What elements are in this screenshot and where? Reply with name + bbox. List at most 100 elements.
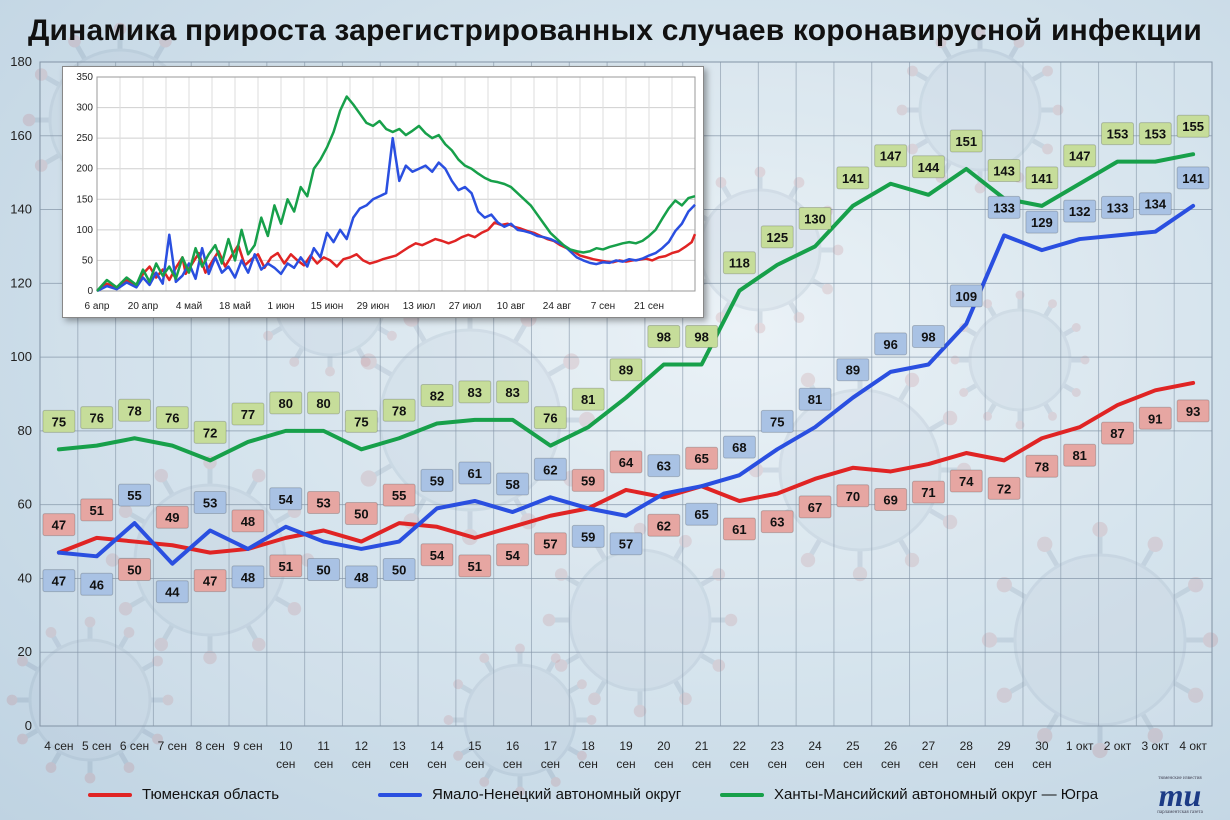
data-label-text: 51 [89, 503, 103, 518]
inset-series-line-hmao [96, 95, 696, 292]
x-tick-label: 4 сен [44, 739, 73, 753]
data-label-hmao: 83 [458, 380, 492, 404]
data-label-box [420, 384, 454, 408]
data-label-text: 47 [203, 574, 217, 589]
data-label-box [987, 195, 1021, 219]
data-label-tyumen: 64 [609, 450, 643, 474]
data-label-hmao: 72 [193, 420, 227, 444]
data-label-box [193, 490, 227, 514]
data-label-yanao: 65 [685, 502, 719, 526]
data-label-text: 65 [694, 507, 708, 522]
data-label-hmao: 151 [949, 129, 983, 153]
data-label-hmao: 75 [42, 409, 76, 433]
data-label-box [760, 409, 794, 433]
data-label-text: 50 [354, 507, 368, 522]
data-label-box [722, 435, 756, 459]
data-label-tyumen: 57 [533, 532, 567, 556]
data-label-yanao: 129 [1025, 210, 1059, 234]
data-label-hmao: 153 [1100, 122, 1134, 146]
data-label-box [798, 495, 832, 519]
data-label-text: 141 [1031, 171, 1053, 186]
data-label-text: 49 [165, 510, 179, 525]
data-label-tyumen: 63 [760, 510, 794, 534]
data-label-text: 81 [581, 392, 595, 407]
data-label-box [533, 457, 567, 481]
data-label-text: 153 [1144, 127, 1166, 142]
data-label-text: 153 [1107, 127, 1129, 142]
data-label-box [42, 409, 76, 433]
x-tick-label: 28 сен [957, 739, 976, 771]
x-tick-label: 27 сен [919, 739, 938, 771]
data-label-text: 50 [127, 563, 141, 578]
data-label-yanao: 75 [760, 409, 794, 433]
data-label-tyumen: 50 [344, 502, 378, 526]
data-label-text: 70 [846, 489, 860, 504]
y-tick-label: 0 [25, 718, 32, 733]
data-label-text: 51 [468, 559, 482, 574]
data-label-text: 61 [732, 522, 746, 537]
y-tick-label: 140 [10, 202, 32, 217]
data-label-text: 147 [880, 149, 902, 164]
data-label-tyumen: 54 [420, 543, 454, 567]
data-label-box [1025, 210, 1059, 234]
inset-y-tick-label: 50 [82, 255, 94, 266]
x-tick-label: 2 окт [1104, 739, 1132, 753]
data-label-text: 48 [241, 514, 255, 529]
inset-y-tick-label: 300 [76, 103, 93, 114]
data-label-text: 54 [430, 548, 445, 563]
data-label-hmao: 144 [911, 155, 945, 179]
data-label-tyumen: 51 [269, 554, 303, 578]
data-label-text: 109 [955, 289, 977, 304]
data-label-box [80, 498, 114, 522]
data-label-text: 141 [842, 171, 864, 186]
data-label-hmao: 155 [1176, 114, 1210, 138]
data-label-yanao: 63 [647, 454, 681, 478]
data-label-yanao: 96 [874, 332, 908, 356]
data-label-yanao: 133 [987, 195, 1021, 219]
inset-x-tick-label: 1 июн [268, 301, 295, 312]
data-label-hmao: 75 [344, 409, 378, 433]
data-label-hmao: 76 [80, 406, 114, 430]
data-label-box [458, 554, 492, 578]
data-label-text: 78 [1035, 459, 1049, 474]
data-label-text: 118 [729, 256, 750, 271]
data-label-box [344, 409, 378, 433]
inset-y-tick-label: 200 [76, 164, 93, 175]
data-label-box [1063, 144, 1097, 168]
data-label-box [1138, 406, 1172, 430]
data-label-hmao: 147 [1063, 144, 1097, 168]
data-label-text: 44 [165, 585, 180, 600]
data-label-box [496, 380, 530, 404]
data-label-box [231, 402, 265, 426]
data-label-box [155, 580, 189, 604]
data-label-box [1138, 122, 1172, 146]
data-label-text: 98 [921, 329, 935, 344]
data-label-box [118, 558, 152, 582]
data-label-yanao: 57 [609, 532, 643, 556]
data-label-tyumen: 67 [798, 495, 832, 519]
data-label-yanao: 50 [382, 558, 416, 582]
data-label-hmao: 153 [1138, 122, 1172, 146]
data-label-tyumen: 71 [911, 480, 945, 504]
legend-item-hmao: Ханты-Мансийский автономный округ — Югра [720, 786, 1098, 803]
data-label-text: 98 [657, 329, 671, 344]
data-label-text: 54 [505, 548, 520, 563]
data-label-text: 63 [657, 459, 671, 474]
legend-item-tyumen: Тюменская область [88, 786, 279, 803]
x-tick-label: 10 сен [276, 739, 295, 771]
data-label-hmao: 89 [609, 358, 643, 382]
x-tick-label: 5 сен [82, 739, 111, 753]
x-tick-label: 15 сен [465, 739, 484, 771]
data-label-tyumen: 78 [1025, 454, 1059, 478]
data-label-text: 59 [581, 529, 595, 544]
inset-series-line-yanao [96, 136, 696, 293]
data-label-box [609, 532, 643, 556]
x-tick-label: 7 сен [158, 739, 187, 753]
data-label-hmao: 130 [798, 206, 832, 230]
data-label-tyumen: 87 [1100, 421, 1134, 445]
data-label-box [987, 476, 1021, 500]
data-label-text: 151 [955, 134, 977, 149]
data-label-tyumen: 54 [496, 543, 530, 567]
data-label-tyumen: 62 [647, 513, 681, 537]
data-label-text: 46 [89, 577, 103, 592]
